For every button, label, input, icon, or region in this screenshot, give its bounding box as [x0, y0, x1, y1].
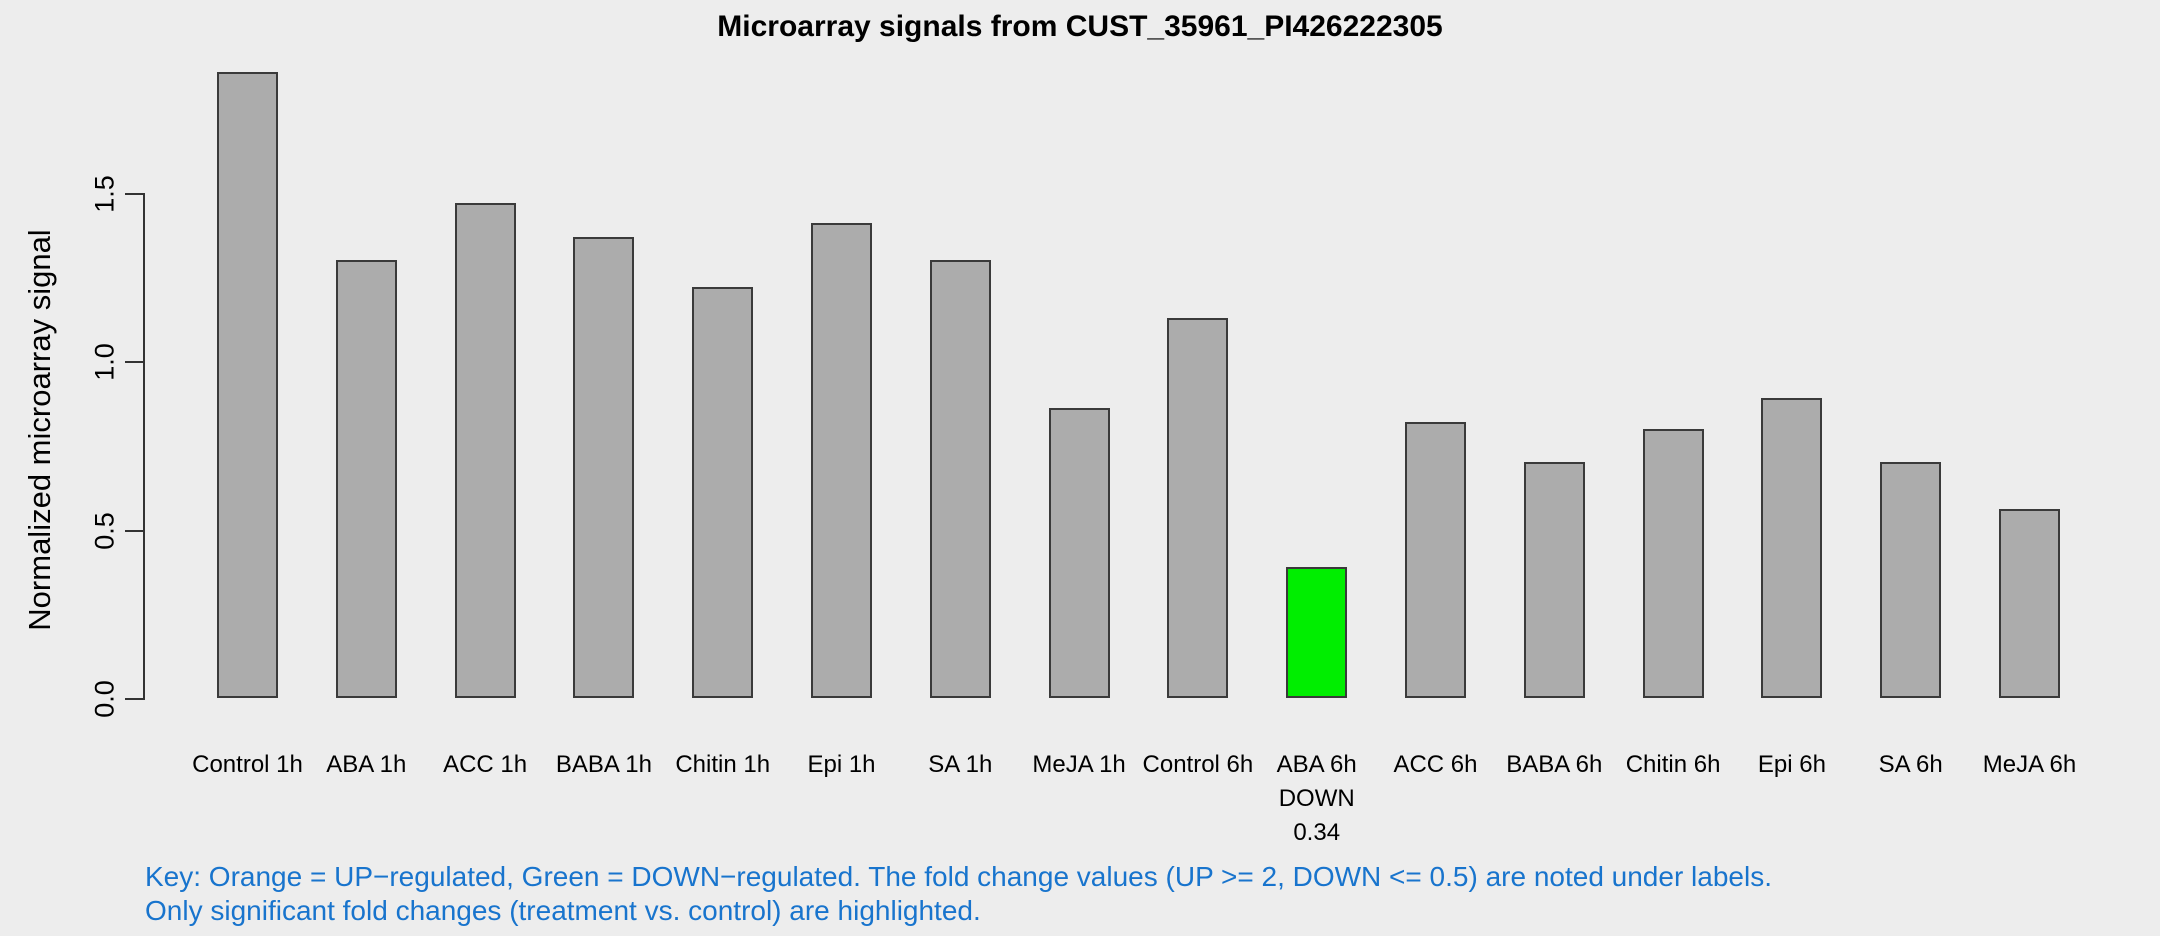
x-label-text: MeJA 1h: [1032, 751, 1126, 778]
bar-baba-1h: [573, 236, 635, 698]
x-label-control-6h: Control 6h: [1108, 748, 1288, 782]
y-tick: [125, 698, 143, 700]
bar-chitin-6h: [1642, 428, 1704, 698]
fold-change-value: 0.34: [1293, 819, 1341, 846]
bar-meja-6h: [1999, 509, 2060, 698]
y-tick: [125, 529, 143, 532]
bar-acc-1h: [454, 203, 516, 698]
x-label-text: BABA 1h: [555, 751, 652, 778]
x-label-epi-1h: Epi 1h: [752, 748, 932, 782]
x-label-chitin-1h: Chitin 1h: [633, 748, 813, 782]
x-label-epi-6h: Epi 6h: [1702, 748, 1882, 782]
x-label-acc-1h: ACC 1h: [395, 748, 575, 782]
x-label-text: BABA 6h: [1506, 751, 1603, 778]
y-tick-label: 0.5: [89, 511, 120, 550]
bar-control-1h: [217, 71, 278, 698]
x-label-baba-1h: BABA 1h: [514, 748, 694, 782]
y-tick-label: 0.0: [89, 680, 120, 718]
x-label-text: Chitin 1h: [675, 751, 771, 778]
y-tick-label: 1.5: [89, 175, 120, 213]
bar-aba-1h: [335, 260, 397, 698]
x-label-text: ABA 6h: [1276, 751, 1357, 778]
x-label-meja-1h: MeJA 1h: [989, 748, 1169, 782]
x-label-sa-1h: SA 1h: [870, 748, 1050, 782]
y-axis-label: Normalized microarray signal: [22, 229, 57, 631]
x-label-text: Epi 1h: [807, 751, 876, 778]
key-text-line-2: Only significant fold changes (treatment…: [145, 895, 981, 926]
x-label-acc-6h: ACC 6h: [1346, 748, 1526, 782]
x-label-aba-1h: ABA 1h: [276, 748, 456, 782]
bar-epi-1h: [811, 223, 872, 698]
x-label-chitin-6h: Chitin 6h: [1583, 748, 1763, 782]
x-label-baba-6h: BABA 6h: [1464, 748, 1644, 782]
x-label-text: Control 1h: [192, 751, 303, 778]
x-label-control-1h: Control 1h: [158, 748, 338, 782]
x-label-text: SA 6h: [1878, 751, 1943, 778]
bar-acc-6h: [1405, 421, 1466, 698]
bar-sa-1h: [929, 260, 991, 698]
bar-sa-6h: [1880, 462, 1942, 698]
y-tick: [125, 192, 143, 195]
bar-control-6h: [1167, 317, 1229, 698]
x-label-text: MeJA 6h: [1982, 751, 2077, 778]
x-label-text: ACC 1h: [443, 751, 528, 778]
y-tick: [125, 361, 143, 364]
bar-aba-6h: [1286, 566, 1348, 698]
key-text-line-1: Key: Orange = UP−regulated, Green = DOWN…: [145, 861, 1772, 892]
bar-baba-6h: [1523, 462, 1585, 698]
x-label-text: ACC 6h: [1393, 751, 1478, 778]
x-label-text: Control 6h: [1142, 751, 1254, 778]
bar-chitin-1h: [692, 287, 754, 698]
x-label-text: ABA 1h: [326, 751, 407, 778]
y-tick-label: 1.0: [89, 343, 120, 382]
y-axis-line: [143, 192, 145, 700]
x-label-text: Epi 6h: [1757, 751, 1826, 778]
x-label-aba-6h: ABA 6h DOWN 0.34: [1227, 748, 1407, 850]
bar-meja-1h: [1048, 408, 1110, 698]
x-label-meja-6h: MeJA 6h: [1940, 748, 2120, 782]
x-label-text: SA 1h: [928, 751, 993, 778]
x-label-sa-6h: SA 6h: [1821, 748, 2001, 782]
x-label-text: Chitin 6h: [1625, 751, 1721, 778]
chart-title: Microarray signals from CUST_35961_PI426…: [717, 10, 1443, 43]
bar-epi-6h: [1761, 398, 1823, 698]
regulation-direction-label: DOWN: [1278, 785, 1355, 812]
